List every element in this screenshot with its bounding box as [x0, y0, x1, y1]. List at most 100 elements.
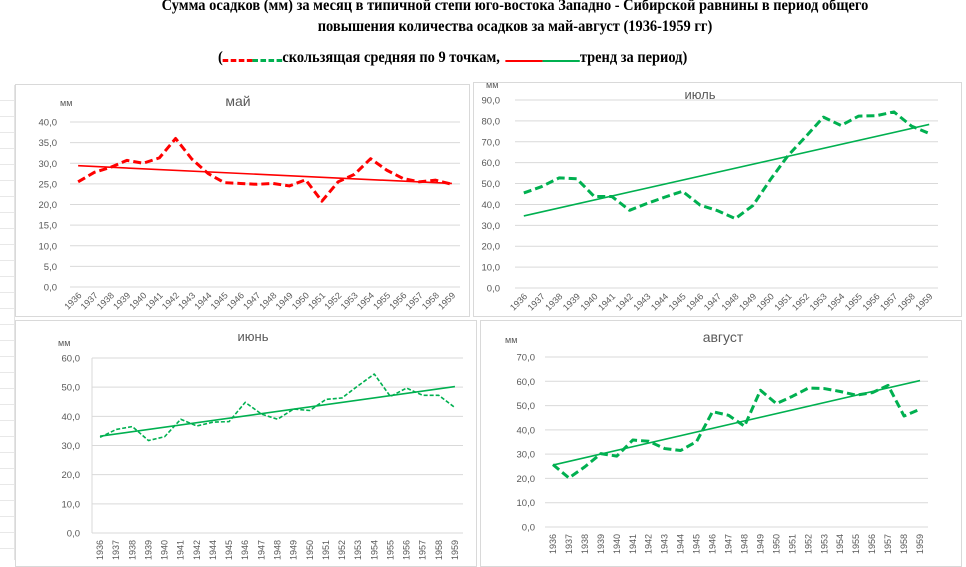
x-tick-label: 1938: [95, 290, 116, 311]
x-tick-label: 1942: [192, 540, 202, 560]
x-tick-label: 1943: [660, 534, 670, 554]
x-tick-label: 1944: [208, 540, 218, 560]
x-tick-label: 1946: [225, 290, 246, 311]
x-tick-label: 1948: [739, 534, 749, 554]
x-tick-label: 1951: [306, 290, 327, 311]
x-tick-label: 1954: [355, 290, 376, 311]
moving-average-line: [553, 385, 920, 478]
moving-average-line: [78, 139, 452, 202]
x-tick-label: 1955: [385, 540, 395, 560]
x-tick-label: 1947: [702, 291, 723, 312]
x-tick-label: 1950: [290, 290, 311, 311]
y-tick-label: 0,0: [67, 529, 80, 540]
x-tick-label: 1939: [111, 290, 132, 311]
y-tick-label: 15,0: [39, 221, 58, 232]
x-tick-label: 1957: [883, 534, 893, 554]
x-tick-label: 1959: [436, 290, 457, 311]
x-tick-label: 1958: [896, 291, 917, 312]
chart-july: июльмм0,010,020,030,040,050,060,070,080,…: [482, 80, 939, 313]
x-tick-label: 1956: [402, 540, 412, 560]
x-tick-label: 1954: [369, 540, 379, 560]
x-tick-label: 1944: [649, 291, 670, 312]
x-tick-label: 1953: [339, 290, 360, 311]
y-axis-unit: мм: [486, 80, 498, 90]
x-tick-label: 1949: [737, 291, 758, 312]
x-tick-label: 1942: [614, 291, 635, 312]
x-tick-label: 1952: [790, 291, 811, 312]
y-tick-label: 30,0: [517, 450, 536, 461]
x-tick-label: 1940: [160, 540, 170, 560]
x-tick-label: 1937: [79, 290, 100, 311]
x-tick-label: 1939: [596, 534, 606, 554]
x-tick-label: 1950: [305, 540, 315, 560]
chart-august: августмм0,010,020,030,040,050,060,070,01…: [505, 329, 928, 554]
x-tick-label: 1958: [899, 534, 909, 554]
x-tick-label: 1956: [867, 534, 877, 554]
y-tick-label: 0,0: [487, 284, 500, 295]
y-tick-label: 60,0: [517, 377, 536, 388]
x-tick-label: 1945: [224, 540, 234, 560]
trend-line: [524, 124, 929, 215]
y-tick-label: 80,0: [482, 116, 501, 127]
x-tick-label: 1958: [434, 540, 444, 560]
x-tick-label: 1959: [913, 291, 934, 312]
x-tick-label: 1938: [580, 534, 590, 554]
x-tick-label: 1946: [708, 534, 718, 554]
y-tick-label: 50,0: [517, 401, 536, 412]
x-tick-label: 1936: [548, 534, 558, 554]
x-tick-label: 1959: [915, 534, 925, 554]
x-tick-label: 1936: [95, 540, 105, 560]
y-tick-label: 40,0: [482, 200, 501, 211]
trend-line: [100, 387, 455, 437]
y-tick-label: 5,0: [44, 262, 57, 273]
x-tick-label: 1947: [724, 534, 734, 554]
x-tick-label: 1945: [209, 290, 230, 311]
x-tick-label: 1936: [62, 290, 83, 311]
x-tick-label: 1953: [353, 540, 363, 560]
x-tick-label: 1949: [755, 534, 765, 554]
x-tick-label: 1948: [273, 540, 283, 560]
x-tick-label: 1954: [835, 534, 845, 554]
chart-title: июнь: [238, 329, 269, 344]
x-tick-label: 1942: [160, 290, 181, 311]
y-tick-label: 50,0: [62, 383, 81, 394]
x-tick-label: 1951: [321, 540, 331, 560]
x-tick-label: 1946: [240, 540, 250, 560]
y-tick-label: 70,0: [517, 353, 536, 364]
y-tick-label: 20,0: [39, 200, 58, 211]
x-tick-label: 1938: [543, 291, 564, 312]
y-tick-label: 0,0: [44, 283, 57, 294]
x-tick-label: 1937: [526, 291, 547, 312]
y-tick-label: 20,0: [62, 470, 81, 481]
x-tick-label: 1950: [755, 291, 776, 312]
x-tick-label: 1940: [578, 291, 599, 312]
x-tick-label: 1941: [596, 291, 617, 312]
y-tick-label: 10,0: [39, 241, 58, 252]
y-axis-unit: мм: [58, 338, 70, 348]
y-tick-label: 70,0: [482, 137, 501, 148]
y-tick-label: 25,0: [39, 179, 58, 190]
x-tick-label: 1945: [667, 291, 688, 312]
y-tick-label: 50,0: [482, 179, 501, 190]
x-tick-label: 1955: [371, 290, 392, 311]
x-tick-label: 1939: [143, 540, 153, 560]
moving-average-line: [100, 374, 455, 441]
y-tick-label: 60,0: [62, 354, 81, 365]
x-tick-label: 1953: [808, 291, 829, 312]
y-tick-label: 20,0: [517, 474, 536, 485]
x-tick-label: 1937: [564, 534, 574, 554]
x-tick-label: 1954: [825, 291, 846, 312]
y-tick-label: 20,0: [482, 242, 501, 253]
x-tick-label: 1943: [631, 291, 652, 312]
x-tick-label: 1941: [144, 290, 165, 311]
x-tick-label: 1952: [337, 540, 347, 560]
x-tick-label: 1958: [420, 290, 441, 311]
y-tick-label: 30,0: [39, 159, 58, 170]
x-tick-label: 1947: [256, 540, 266, 560]
chart-title: май: [225, 93, 250, 109]
y-axis-unit: мм: [505, 335, 517, 345]
y-tick-label: 40,0: [62, 412, 81, 423]
y-tick-label: 10,0: [482, 263, 501, 274]
x-tick-label: 1940: [612, 534, 622, 554]
